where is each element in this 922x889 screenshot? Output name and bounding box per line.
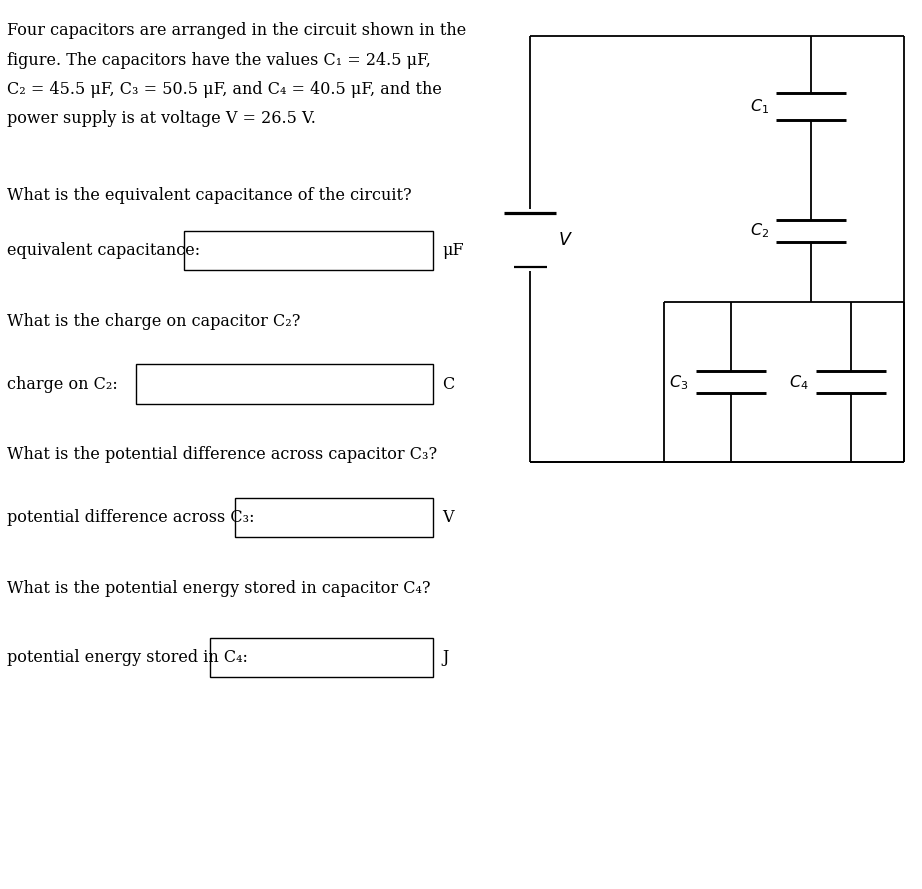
Text: $C_4$: $C_4$ <box>788 372 809 392</box>
Text: potential energy stored in C₄:: potential energy stored in C₄: <box>7 649 248 667</box>
Text: What is the equivalent capacitance of the circuit?: What is the equivalent capacitance of th… <box>7 187 412 204</box>
Bar <box>235 498 433 537</box>
Text: potential difference across C₃:: potential difference across C₃: <box>7 509 254 526</box>
Text: μF: μF <box>443 242 464 260</box>
Text: What is the charge on capacitor C₂?: What is the charge on capacitor C₂? <box>7 313 301 330</box>
Text: J: J <box>443 649 449 667</box>
Bar <box>210 638 433 677</box>
Text: $C_3$: $C_3$ <box>669 372 689 392</box>
Bar <box>136 364 433 404</box>
Text: C₂ = 45.5 μF, C₃ = 50.5 μF, and C₄ = 40.5 μF, and the: C₂ = 45.5 μF, C₃ = 50.5 μF, and C₄ = 40.… <box>7 81 443 98</box>
Text: $C_2$: $C_2$ <box>750 221 769 241</box>
Text: $V$: $V$ <box>558 231 573 249</box>
Text: $C_1$: $C_1$ <box>750 97 769 116</box>
Text: What is the potential energy stored in capacitor C₄?: What is the potential energy stored in c… <box>7 580 431 597</box>
Text: What is the potential difference across capacitor C₃?: What is the potential difference across … <box>7 446 438 463</box>
Text: V: V <box>443 509 454 526</box>
Text: figure. The capacitors have the values C₁ = 24.5 μF,: figure. The capacitors have the values C… <box>7 52 431 68</box>
Text: C: C <box>443 375 455 393</box>
Text: charge on C₂:: charge on C₂: <box>7 375 118 393</box>
Text: power supply is at voltage V = 26.5 V.: power supply is at voltage V = 26.5 V. <box>7 110 316 127</box>
Text: Four capacitors are arranged in the circuit shown in the: Four capacitors are arranged in the circ… <box>7 22 467 39</box>
Text: equivalent capacitance:: equivalent capacitance: <box>7 242 200 260</box>
Bar <box>184 231 433 270</box>
